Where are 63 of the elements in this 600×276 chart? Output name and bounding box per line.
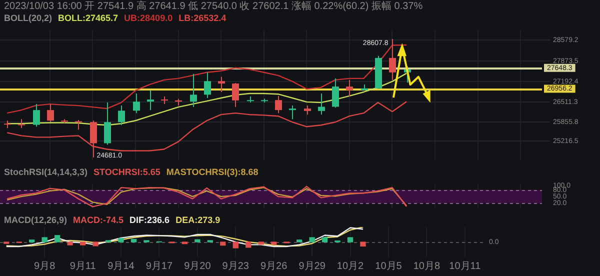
series-label: DEA:273.9 (176, 215, 220, 225)
bar (130, 238, 137, 242)
x-tick-label: 10月8 (413, 260, 440, 272)
bar (54, 235, 60, 242)
series-label: DIF:236.6 (130, 215, 170, 225)
bar (42, 237, 48, 242)
candlestick (346, 79, 353, 98)
series-label: STOCHRSI:5.65 (94, 167, 160, 177)
bar (271, 242, 277, 245)
x-tick-label: 9月29 (298, 260, 326, 272)
bar (182, 242, 188, 244)
candlestick (75, 120, 82, 130)
x-tick-label: 9月26 (260, 260, 288, 272)
legend-title: BOLL(20,2) (4, 13, 52, 23)
text: BOLL:27465.7 (58, 13, 118, 23)
candlestick (47, 104, 54, 123)
x-tick-label: 9月11 (70, 260, 96, 272)
candlestick (204, 72, 211, 99)
x-tick-label: 10月2 (336, 260, 364, 272)
bar (258, 242, 264, 245)
candlestick (104, 102, 111, 146)
candlestick (332, 78, 339, 108)
series-label: MASTOCHRSI(3):8.68 (166, 167, 258, 177)
text: LB:26532.4 (178, 13, 226, 23)
candlestick (318, 92, 325, 116)
candlestick (304, 105, 311, 116)
bar (29, 240, 35, 242)
bar (246, 242, 252, 248)
candlestick (33, 104, 40, 128)
legend-title: MACD(12,26,9) (4, 215, 68, 225)
bar (322, 237, 328, 242)
bar (67, 242, 73, 246)
series-label: MACD:-74.5 (73, 215, 124, 225)
chart-subtitle: 2023/10/03 16:00 开 27541.9 高 27641.9 低 27540.0 收 27602.1 涨幅 0.22%(60.2) 振幅 0.37% (3, 0, 424, 13)
candlestick (275, 95, 282, 114)
bar (194, 239, 200, 242)
x-tick-label: 9月8 (34, 260, 56, 272)
candlestick (190, 73, 197, 108)
text: UB:28409.0 (124, 13, 173, 23)
x-tick-label: 9月23 (222, 260, 250, 272)
x-tick-label: 10月11 (449, 260, 482, 272)
bar (220, 242, 226, 246)
candlestick (147, 90, 154, 111)
bar (118, 238, 124, 242)
candlestick (232, 82, 239, 108)
candlestick (133, 92, 140, 114)
x-tick-label: 10月5 (375, 260, 402, 272)
x-tick-label: 9月17 (146, 260, 173, 272)
bar (92, 242, 98, 246)
candlestick (289, 105, 296, 120)
legend-title: StochRSI(14,14,3,3) (4, 167, 88, 177)
candlestick (18, 118, 25, 129)
x-tick-label: 9月20 (184, 260, 212, 272)
bar (232, 242, 238, 248)
bar (309, 237, 315, 242)
bar (80, 242, 86, 246)
x-tick-label: 9月14 (108, 260, 135, 272)
candlestick (218, 76, 225, 92)
candlestick (389, 38, 396, 80)
bar (347, 237, 354, 242)
bar (296, 240, 302, 242)
candlestick (118, 105, 125, 126)
bar (360, 242, 366, 247)
